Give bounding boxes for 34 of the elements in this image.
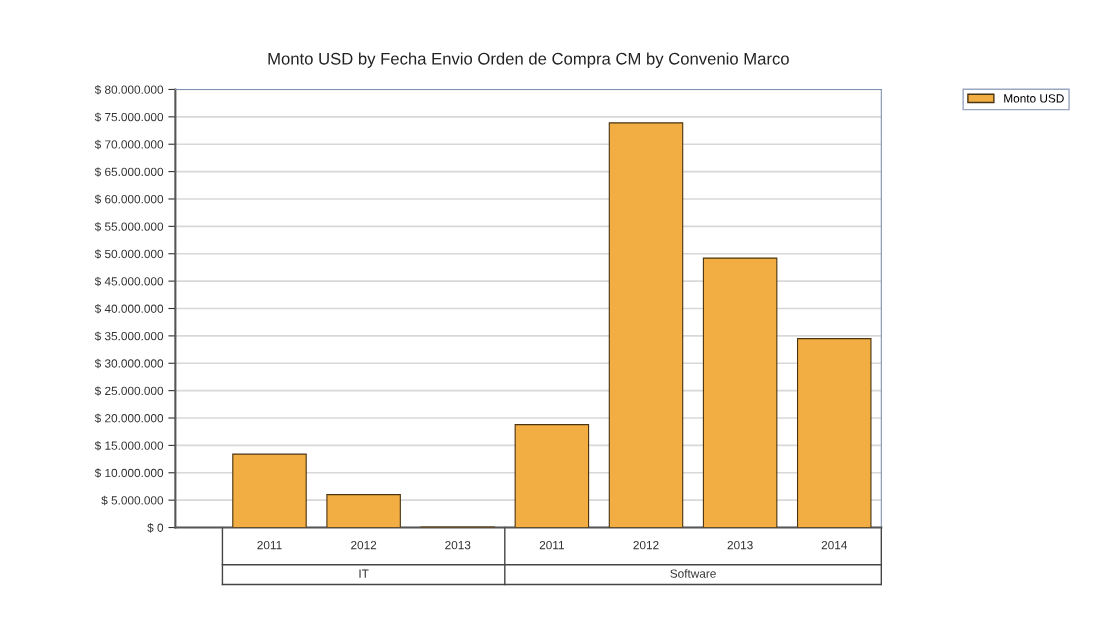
y-tick-label: $ 80.000.000 [94,85,164,95]
y-tick-label: $ 75.000.000 [94,112,164,122]
x-tick-label: 2013 [727,540,753,550]
x-tick-label: 2011 [539,540,564,550]
text: Software [670,569,716,578]
chart-title: Monto USD by Fecha Envio Orden de Compra CM by Convenio Marco [268,52,789,68]
bar [326,494,401,528]
bar [796,338,872,528]
bar [232,453,307,528]
bar [702,257,778,528]
y-tick-label: $ 25.000.000 [94,386,164,396]
x-tick-label: 2011 [257,540,282,550]
y-tick-label: $ 65.000.000 [94,167,164,177]
x-tick-label: 2013 [445,540,471,550]
y-tick-label: $ 60.000.000 [94,194,164,205]
legend-label: Monto USD [1004,94,1064,103]
bar [608,122,684,528]
x-tick-label: 2012 [633,540,659,550]
y-tick-label: $ 15.000.000 [94,440,164,451]
text: IT [359,569,369,578]
x-tick-label: 2014 [821,540,848,550]
y-tick-label: $ 0 [147,523,164,533]
y-tick-label: $ 30.000.000 [94,358,164,369]
y-tick-label: $ 40.000.000 [94,304,164,314]
y-tick-label: $ 20.000.000 [94,413,164,424]
y-tick-label: $ 55.000.000 [94,221,164,232]
y-tick-label: $ 50.000.000 [94,249,164,259]
y-tick-label: $ 10.000.000 [94,468,164,478]
y-tick-label: $ 45.000.000 [94,276,164,287]
y-tick-label: $ 35.000.000 [94,331,164,341]
x-tick-label: 2012 [351,540,377,550]
y-tick-label: $ 5.000.000 [101,495,164,506]
y-tick-label: $ 70.000.000 [94,139,164,150]
bar [514,424,590,528]
